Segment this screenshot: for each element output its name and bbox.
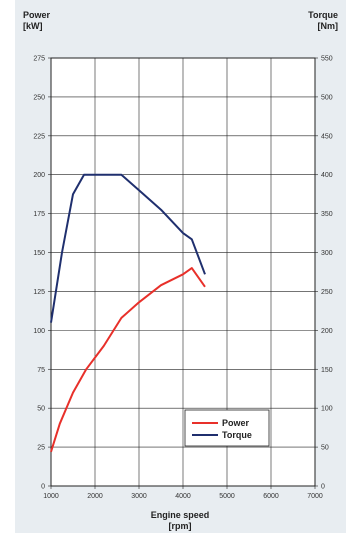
x-axis-title-line2: [rpm] <box>168 521 192 531</box>
y-left-tick-label: 150 <box>33 250 45 257</box>
y-left-tick-label: 75 <box>37 367 45 374</box>
series-layer <box>50 173 206 453</box>
y-left-tick-label: 0 <box>41 484 45 491</box>
x-tick-label: 1000 <box>43 493 59 500</box>
y-right-tick-label: 450 <box>321 133 333 140</box>
x-axis-title: Engine speed [rpm] <box>0 510 360 532</box>
right-axis-title-line2: [Nm] <box>317 21 339 31</box>
y-left-tick-label: 175 <box>33 211 45 218</box>
y-left-tick-label: 225 <box>33 133 45 140</box>
left-axis-title-line2: [kW] <box>23 21 43 31</box>
legend-box <box>184 409 270 447</box>
y-right-tick-label: 550 <box>321 56 333 63</box>
y-left-tick-label: 125 <box>33 289 45 296</box>
y-right-tick-label: 400 <box>321 172 333 179</box>
left-axis-title: Power [kW] <box>23 10 50 32</box>
x-tick-label: 5000 <box>219 493 235 500</box>
y-right-tick-label: 50 <box>321 445 329 452</box>
x-tick-label: 6000 <box>263 493 279 500</box>
x-tick-label: 2000 <box>87 493 103 500</box>
legend: Power Torque <box>184 409 270 447</box>
tick-layer: 1000 2000 3000 4000 5000 6000 7000025507510012… <box>33 56 332 501</box>
x-tick-label: 3000 <box>131 493 147 500</box>
y-right-tick-label: 0 <box>321 484 325 491</box>
right-axis-title-line1: Torque <box>308 10 338 20</box>
x-tick-label: 4000 <box>175 493 191 500</box>
left-axis-title-line1: Power <box>23 10 51 20</box>
y-right-tick-label: 150 <box>321 367 333 374</box>
y-right-tick-label: 100 <box>321 406 333 413</box>
y-left-tick-label: 275 <box>33 56 45 63</box>
y-left-tick-label: 250 <box>33 94 45 101</box>
y-right-tick-label: 300 <box>321 250 333 257</box>
right-axis-title: Torque [Nm] <box>308 10 338 32</box>
x-tick-label: 7000 <box>307 493 323 500</box>
torque-legend-label: Torque <box>222 430 252 440</box>
y-left-tick-label: 50 <box>37 406 45 413</box>
y-right-tick-label: 200 <box>321 328 333 335</box>
x-axis-title-line1: Engine speed <box>150 510 210 520</box>
y-left-tick-label: 200 <box>33 172 45 179</box>
grid-layer <box>51 58 315 486</box>
y-right-tick-label: 350 <box>321 211 333 218</box>
y-left-tick-label: 100 <box>33 328 45 335</box>
power-legend-label: Power <box>222 418 250 428</box>
power-line <box>50 267 206 453</box>
y-right-tick-label: 250 <box>321 289 333 296</box>
y-right-tick-label: 500 <box>321 94 333 101</box>
torque-line <box>50 173 206 323</box>
y-left-tick-label: 25 <box>37 445 45 452</box>
